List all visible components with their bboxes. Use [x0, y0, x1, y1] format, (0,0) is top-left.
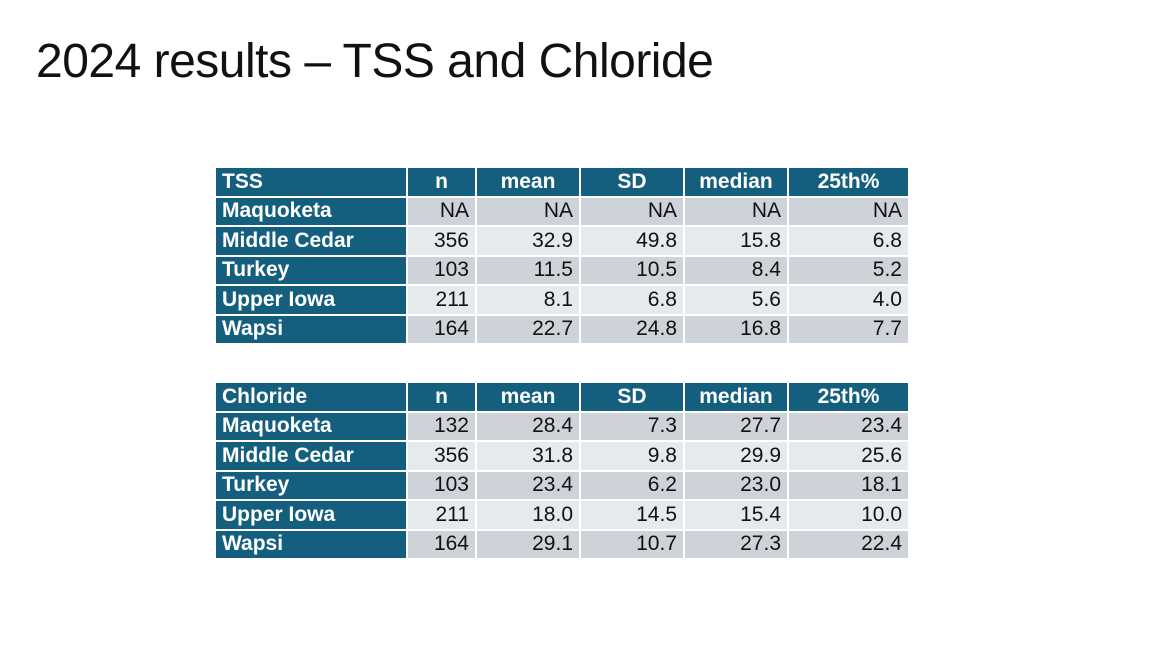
data-cell: 7.7	[787, 313, 910, 345]
data-cell: 6.8	[579, 284, 685, 316]
data-cell: 28.4	[475, 410, 581, 442]
data-cell: 10.0	[787, 499, 910, 531]
data-cell: NA	[475, 195, 581, 227]
table-row: Turkey 103 23.4 6.2 23.0 18.1	[214, 469, 910, 501]
data-cell: 132	[406, 410, 477, 442]
row-label: Wapsi	[214, 313, 408, 345]
data-cell: 29.9	[683, 440, 789, 472]
table-row: Wapsi 164 29.1 10.7 27.3 22.4	[214, 528, 910, 560]
tss-table: TSS n mean SD median 25th% Maquoketa NA NA NA NA N…	[214, 166, 910, 345]
data-cell: 27.3	[683, 528, 789, 560]
column-header: median	[683, 381, 789, 413]
data-cell: 7.3	[579, 410, 685, 442]
data-cell: 211	[406, 284, 477, 316]
chloride-table: Chloride n mean SD median 25th% Maquoketa 132 2…	[214, 381, 910, 560]
data-cell: 10.7	[579, 528, 685, 560]
data-cell: 23.0	[683, 469, 789, 501]
row-label: Maquoketa	[214, 195, 408, 227]
table-row: Turkey 103 11.5 10.5 8.4 5.2	[214, 254, 910, 286]
data-cell: 8.4	[683, 254, 789, 286]
data-cell: 6.8	[787, 225, 910, 257]
row-label: Wapsi	[214, 528, 408, 560]
data-cell: 22.4	[787, 528, 910, 560]
row-label: Upper Iowa	[214, 499, 408, 531]
column-header: 25th%	[787, 381, 910, 413]
table-row: Middle Cedar 356 31.8 9.8 29.9 25.6	[214, 440, 910, 472]
data-cell: 25.6	[787, 440, 910, 472]
data-cell: 22.7	[475, 313, 581, 345]
data-cell: 4.0	[787, 284, 910, 316]
data-cell: 103	[406, 469, 477, 501]
table-row: Maquoketa NA NA NA NA NA	[214, 195, 910, 227]
column-header: SD	[579, 381, 685, 413]
table-row: Middle Cedar 356 32.9 49.8 15.8 6.8	[214, 225, 910, 257]
data-cell: 14.5	[579, 499, 685, 531]
data-cell: 103	[406, 254, 477, 286]
row-label: Upper Iowa	[214, 284, 408, 316]
data-cell: NA	[683, 195, 789, 227]
data-cell: 6.2	[579, 469, 685, 501]
data-cell: NA	[579, 195, 685, 227]
column-header: median	[683, 166, 789, 198]
data-cell: 27.7	[683, 410, 789, 442]
data-cell: 49.8	[579, 225, 685, 257]
data-cell: 18.0	[475, 499, 581, 531]
data-cell: 11.5	[475, 254, 581, 286]
column-header: 25th%	[787, 166, 910, 198]
data-cell: 10.5	[579, 254, 685, 286]
table-row: Maquoketa 132 28.4 7.3 27.7 23.4	[214, 410, 910, 442]
data-cell: 356	[406, 225, 477, 257]
table-title-cell: Chloride	[214, 381, 408, 413]
data-cell: 164	[406, 528, 477, 560]
data-cell: 32.9	[475, 225, 581, 257]
data-cell: 23.4	[475, 469, 581, 501]
data-cell: 15.4	[683, 499, 789, 531]
data-cell: 164	[406, 313, 477, 345]
data-cell: 8.1	[475, 284, 581, 316]
data-cell: 5.6	[683, 284, 789, 316]
row-label: Middle Cedar	[214, 440, 408, 472]
column-header: n	[406, 381, 477, 413]
column-header: n	[406, 166, 477, 198]
row-label: Turkey	[214, 469, 408, 501]
table-title-cell: TSS	[214, 166, 408, 198]
row-label: Maquoketa	[214, 410, 408, 442]
data-cell: 356	[406, 440, 477, 472]
data-cell: 24.8	[579, 313, 685, 345]
data-cell: NA	[787, 195, 910, 227]
data-cell: 23.4	[787, 410, 910, 442]
data-cell: NA	[406, 195, 477, 227]
data-cell: 18.1	[787, 469, 910, 501]
data-cell: 31.8	[475, 440, 581, 472]
slide-title: 2024 results – TSS and Chloride	[36, 35, 714, 88]
data-cell: 15.8	[683, 225, 789, 257]
table-header-row: TSS n mean SD median 25th%	[214, 166, 910, 198]
column-header: mean	[475, 381, 581, 413]
table-row: Upper Iowa 211 8.1 6.8 5.6 4.0	[214, 284, 910, 316]
row-label: Middle Cedar	[214, 225, 408, 257]
data-cell: 29.1	[475, 528, 581, 560]
column-header: SD	[579, 166, 685, 198]
table-header-row: Chloride n mean SD median 25th%	[214, 381, 910, 413]
data-cell: 9.8	[579, 440, 685, 472]
table-row: Upper Iowa 211 18.0 14.5 15.4 10.0	[214, 499, 910, 531]
data-cell: 211	[406, 499, 477, 531]
table-row: Wapsi 164 22.7 24.8 16.8 7.7	[214, 313, 910, 345]
column-header: mean	[475, 166, 581, 198]
data-cell: 5.2	[787, 254, 910, 286]
data-cell: 16.8	[683, 313, 789, 345]
row-label: Turkey	[214, 254, 408, 286]
